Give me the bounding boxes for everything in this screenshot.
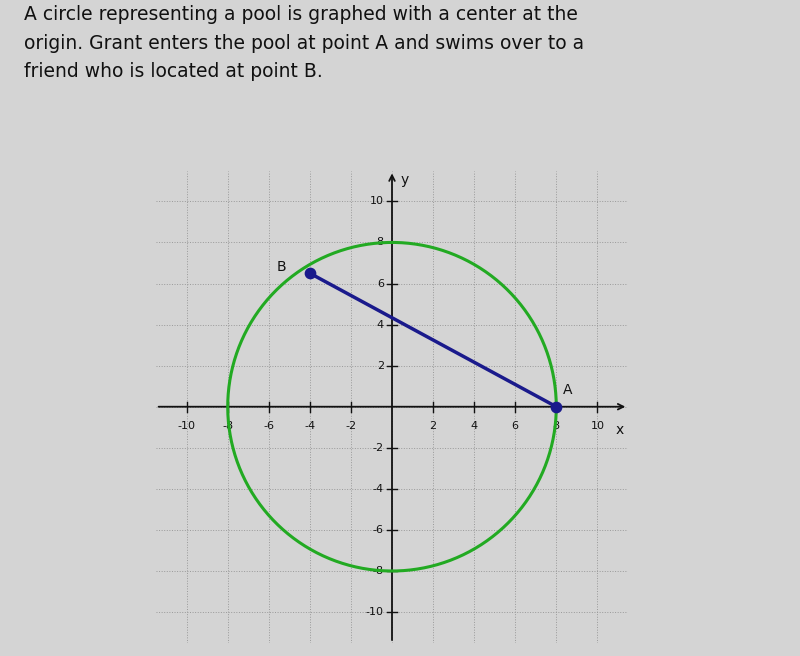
Text: A circle representing a pool is graphed with a center at the
origin. Grant enter: A circle representing a pool is graphed … bbox=[24, 5, 584, 81]
Text: -10: -10 bbox=[178, 421, 196, 431]
Text: 6: 6 bbox=[512, 421, 518, 431]
Point bbox=[550, 401, 562, 412]
Text: A: A bbox=[562, 383, 572, 398]
Text: y: y bbox=[400, 173, 409, 186]
Text: 4: 4 bbox=[377, 319, 384, 329]
Text: 6: 6 bbox=[377, 279, 384, 289]
Text: 4: 4 bbox=[470, 421, 478, 431]
Point bbox=[303, 268, 316, 279]
Text: 10: 10 bbox=[370, 196, 384, 207]
Text: -2: -2 bbox=[373, 443, 384, 453]
Text: -8: -8 bbox=[373, 566, 384, 576]
Text: -10: -10 bbox=[366, 607, 384, 617]
Text: 2: 2 bbox=[377, 361, 384, 371]
Text: -4: -4 bbox=[373, 484, 384, 494]
Text: 8: 8 bbox=[553, 421, 560, 431]
Text: 2: 2 bbox=[430, 421, 437, 431]
Text: -4: -4 bbox=[304, 421, 315, 431]
Text: -2: -2 bbox=[346, 421, 357, 431]
Text: -6: -6 bbox=[373, 525, 384, 535]
Text: 10: 10 bbox=[590, 421, 604, 431]
Text: 8: 8 bbox=[377, 237, 384, 247]
Text: -8: -8 bbox=[222, 421, 234, 431]
Text: -6: -6 bbox=[263, 421, 274, 431]
Text: B: B bbox=[277, 260, 286, 274]
Text: x: x bbox=[616, 423, 624, 437]
